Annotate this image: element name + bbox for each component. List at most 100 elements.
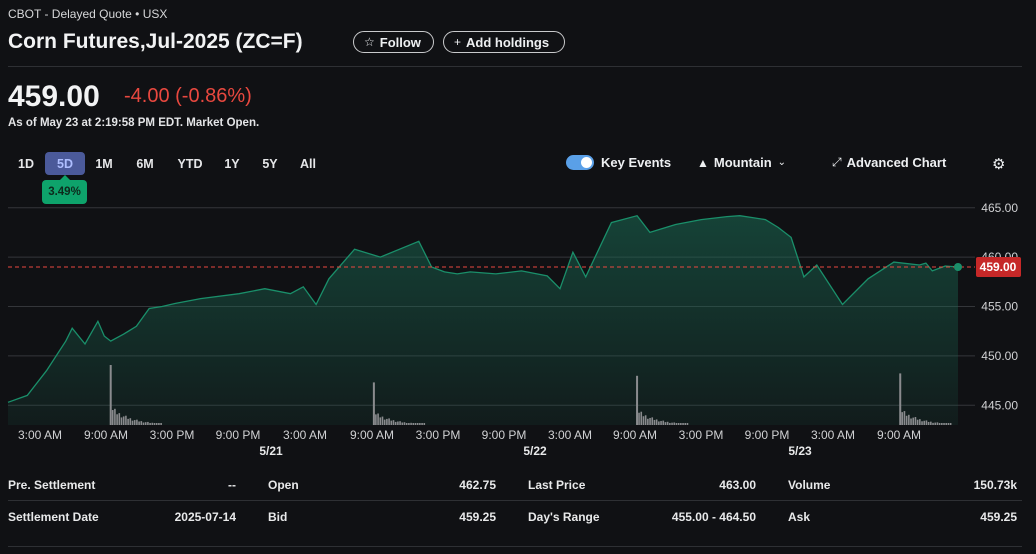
date-label: 5/22	[523, 444, 547, 458]
volume-bar	[388, 418, 390, 425]
volume-bar	[158, 423, 160, 425]
key-events-label[interactable]: Key Events	[601, 155, 672, 170]
key-events-toggle[interactable]	[566, 155, 594, 170]
volume-bar	[925, 420, 928, 425]
volume-bar	[109, 365, 112, 425]
advanced-chart-button[interactable]: ⤢ Advanced Chart	[832, 155, 946, 170]
volume-bar	[386, 418, 388, 425]
volume-bar	[383, 419, 386, 425]
volume-bar	[118, 413, 121, 425]
volume-bar	[947, 423, 950, 425]
volume-bar	[936, 422, 939, 425]
stat-value-days-range: 455.00 - 464.50	[671, 510, 756, 524]
volume-bar	[916, 419, 919, 425]
volume-bar	[116, 414, 118, 425]
volume-bar	[419, 423, 421, 425]
x-tick-label: 3:00 PM	[416, 428, 461, 442]
price-chart[interactable]: 465.00460.00455.00450.00445.00459.003:00…	[0, 180, 1036, 460]
volume-bar	[408, 422, 410, 425]
volume-bar	[934, 422, 937, 425]
x-tick-label: 3:00 PM	[679, 428, 724, 442]
range-tab-1d[interactable]: 1D	[18, 156, 34, 171]
settings-gear-icon[interactable]: ⚙	[992, 156, 1006, 173]
volume-bar	[381, 416, 384, 425]
stats-divider	[8, 500, 1022, 501]
volume-bar	[160, 423, 162, 425]
stat-value-open: 462.75	[459, 478, 496, 492]
follow-label: Follow	[379, 34, 421, 50]
range-tab-1m[interactable]: 1M	[95, 156, 113, 171]
stat-value-pre-settlement: --	[228, 478, 236, 492]
volume-bar	[671, 422, 673, 425]
range-tab-ytd[interactable]: YTD	[177, 156, 203, 171]
add-holdings-button[interactable]: + Add holdings	[443, 31, 565, 53]
volume-bar	[151, 422, 154, 425]
volume-bar	[903, 411, 906, 425]
x-tick-label: 9:00 AM	[350, 428, 394, 442]
range-tab-all[interactable]: All	[300, 156, 316, 171]
expand-icon: ⤢	[832, 155, 842, 169]
volume-bar	[127, 418, 129, 425]
stat-label-days-range: Day's Range	[528, 510, 600, 524]
x-tick-label: 9:00 AM	[84, 428, 128, 442]
range-tab-5d[interactable]: 5D	[45, 152, 85, 175]
stat-label-settlement-date: Settlement Date	[8, 510, 99, 524]
volume-bar	[684, 423, 687, 425]
volume-bar	[133, 420, 136, 425]
volume-bar	[938, 423, 941, 425]
volume-bar	[120, 417, 123, 425]
volume-bar	[914, 417, 917, 425]
volume-bar	[666, 421, 669, 425]
volume-bar	[375, 414, 377, 425]
volume-bar	[923, 420, 926, 425]
plus-icon: +	[454, 35, 462, 49]
page-title: Corn Futures,Jul-2025 (ZC=F)	[8, 30, 303, 53]
x-tick-label: 9:00 PM	[745, 428, 790, 442]
x-tick-label: 3:00 PM	[150, 428, 195, 442]
volume-bar	[919, 419, 921, 425]
x-tick-label: 9:00 PM	[482, 428, 527, 442]
current-price-tag	[976, 257, 1021, 277]
range-tab-6m[interactable]: 6M	[136, 156, 154, 171]
x-tick-label: 3:00 AM	[548, 428, 592, 442]
exchange-label: CBOT - Delayed Quote • USX	[8, 7, 168, 21]
chevron-down-icon: ⌄	[777, 157, 787, 168]
volume-bar	[416, 423, 419, 425]
date-label: 5/23	[788, 444, 812, 458]
y-tick-label: 445.00	[981, 398, 1018, 412]
volume-bar	[131, 420, 134, 425]
volume-bar	[638, 412, 640, 425]
toggle-knob	[581, 157, 592, 168]
volume-bar	[677, 423, 680, 425]
chart-type-dropdown[interactable]: ▲ Mountain ⌄	[697, 155, 786, 170]
volume-bar	[412, 423, 415, 425]
volume-bar	[675, 423, 678, 425]
volume-bar	[647, 418, 649, 425]
stat-value-last-price: 463.00	[719, 478, 756, 492]
range-tab-5y[interactable]: 5Y	[262, 156, 278, 171]
volume-bar	[927, 421, 930, 425]
chart-type-label: Mountain	[713, 155, 772, 170]
volume-bar	[636, 375, 639, 425]
volume-bar	[651, 417, 654, 425]
stat-label-ask: Ask	[788, 510, 811, 524]
volume-bar	[149, 422, 151, 425]
volume-bar	[642, 416, 645, 425]
volume-bar	[401, 422, 404, 425]
volume-bar	[423, 423, 426, 425]
volume-bar	[394, 421, 397, 425]
x-tick-label: 9:00 AM	[613, 428, 657, 442]
current-price: 459.00	[8, 80, 100, 113]
current-price-dot	[954, 263, 962, 271]
x-tick-label: 9:00 PM	[216, 428, 261, 442]
volume-bar	[662, 420, 665, 425]
volume-bar	[111, 410, 114, 425]
volume-bar	[932, 422, 934, 425]
y-tick-label: 450.00	[981, 349, 1018, 363]
advanced-chart-label: Advanced Chart	[846, 155, 947, 170]
volume-bar	[379, 417, 382, 425]
volume-bar	[943, 423, 945, 425]
range-tab-1y[interactable]: 1Y	[224, 156, 240, 171]
follow-button[interactable]: ☆ Follow	[353, 31, 434, 53]
volume-bar	[949, 423, 952, 425]
